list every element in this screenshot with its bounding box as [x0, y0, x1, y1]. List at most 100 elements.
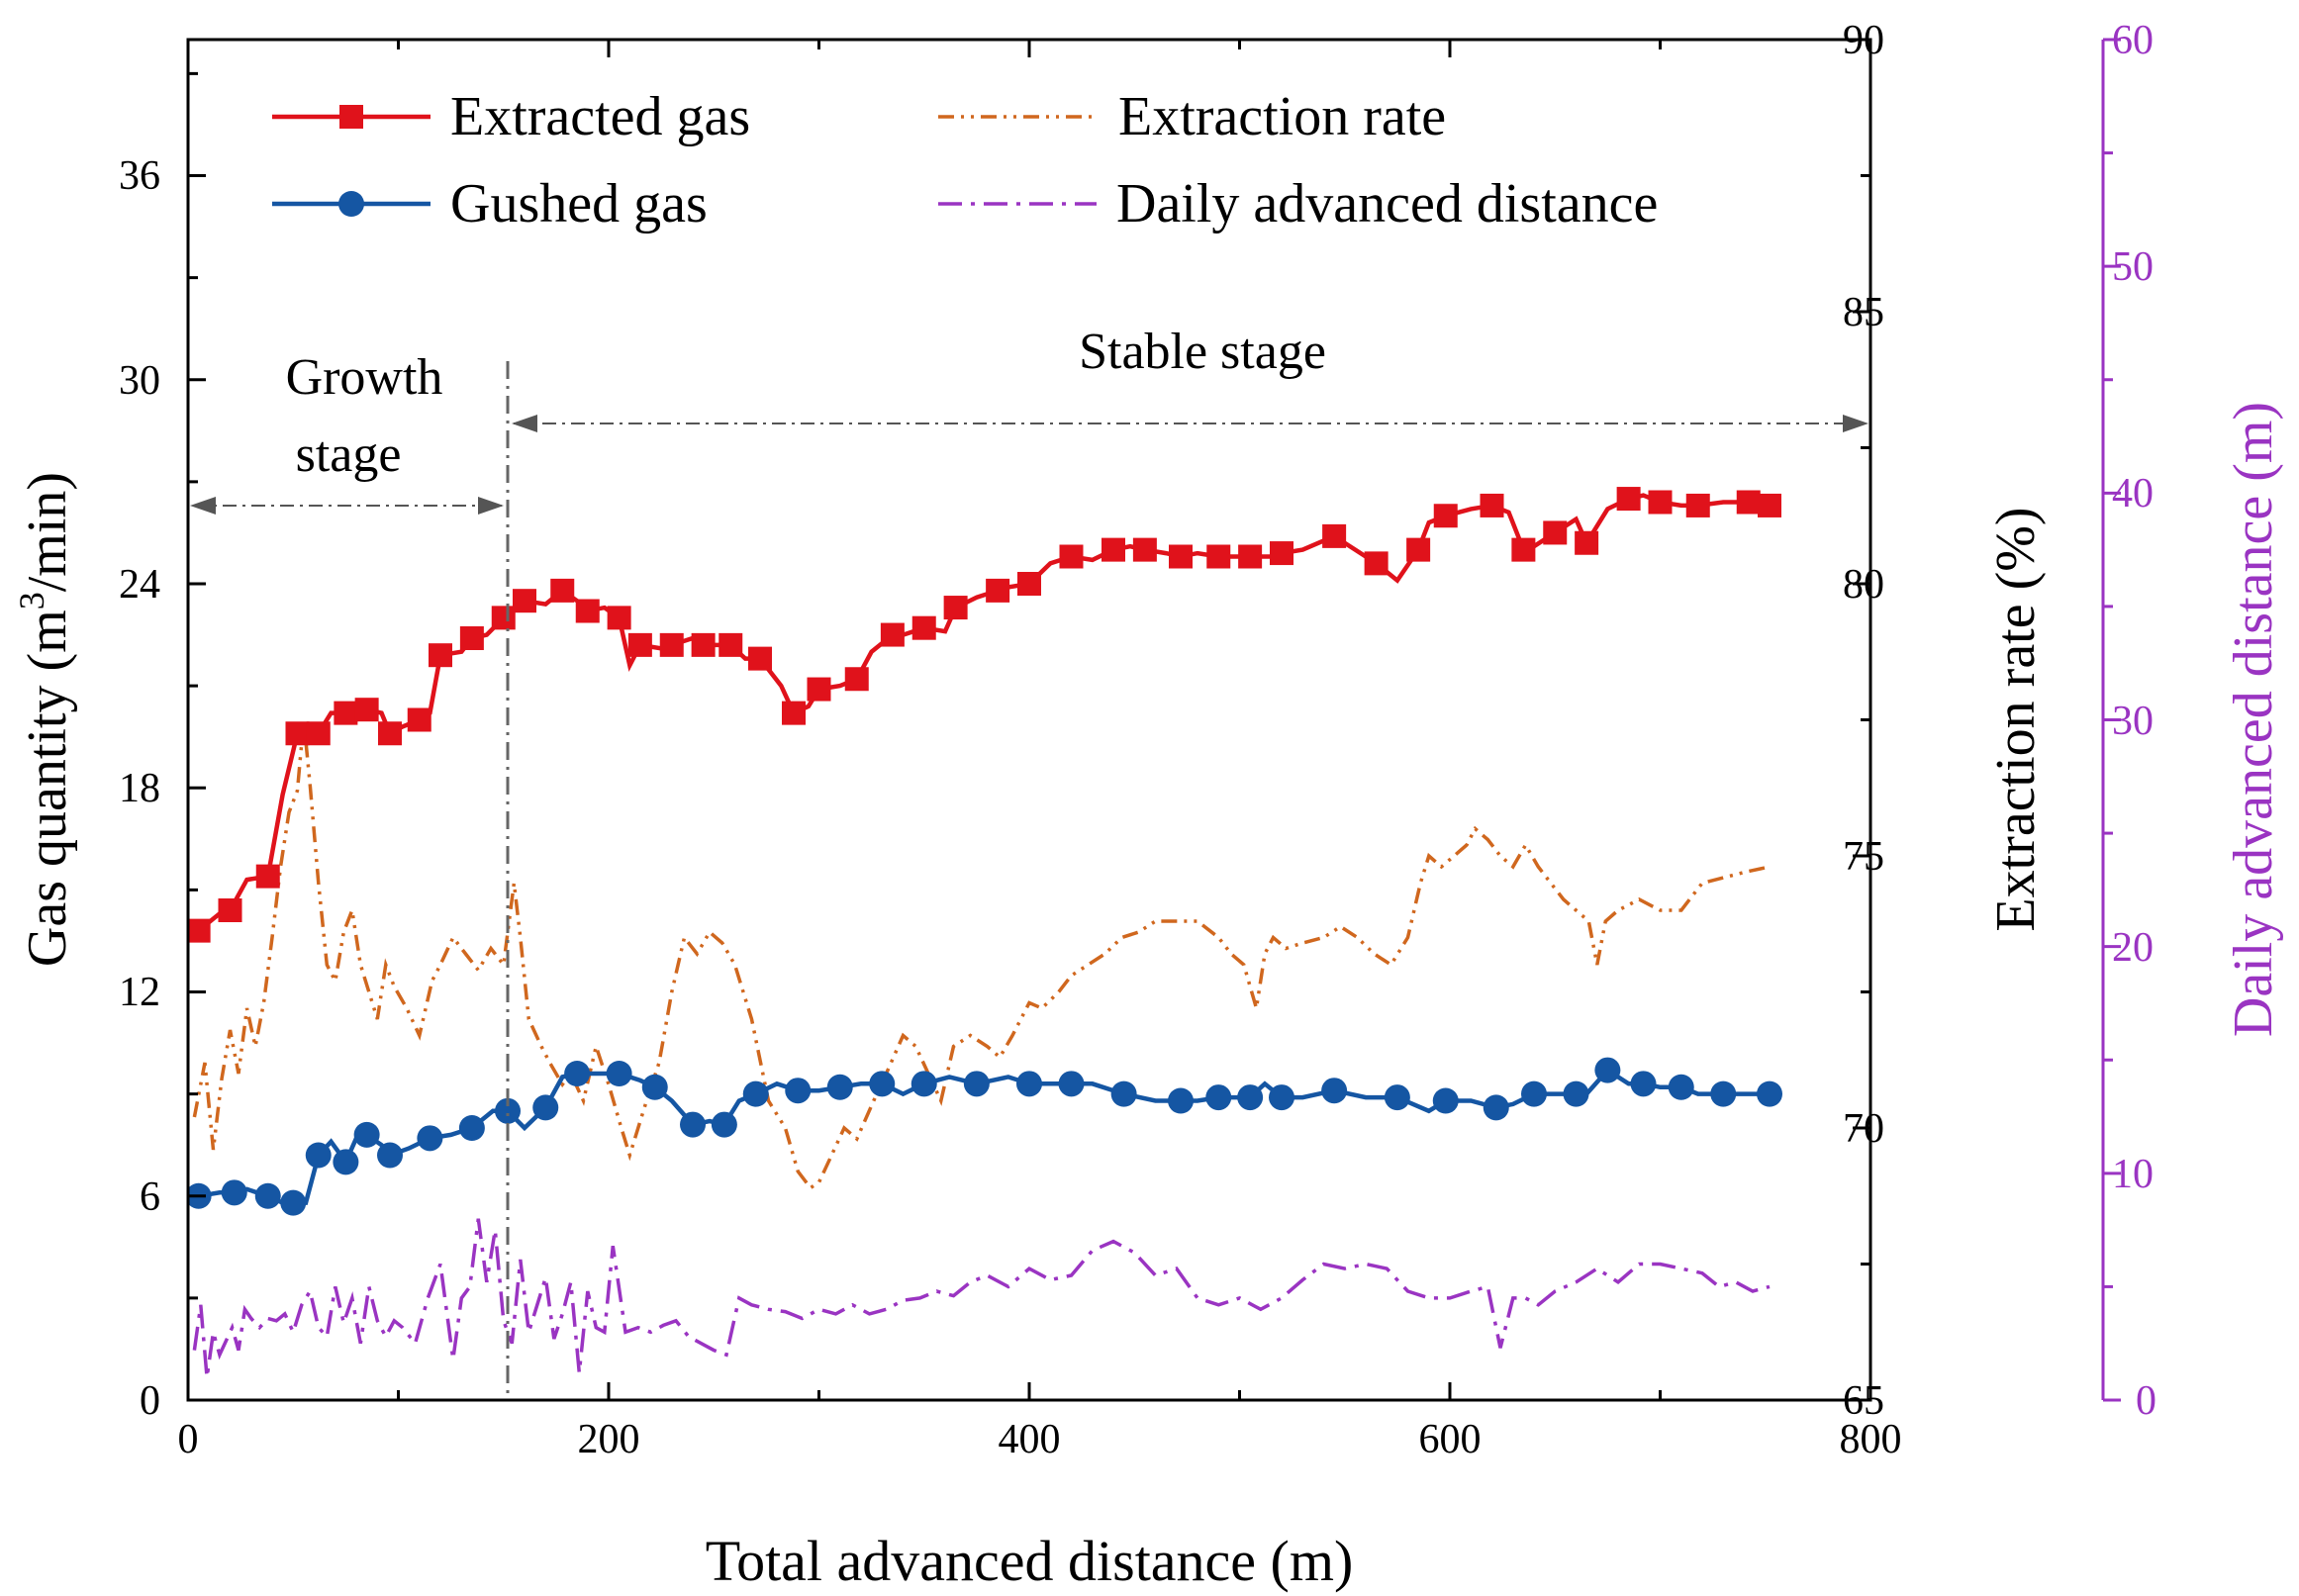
extracted-gas-point [575, 599, 600, 623]
gushed-gas-point [417, 1125, 443, 1152]
extracted-gas-point [513, 589, 536, 613]
y3-tick-label: 50 [2112, 244, 2154, 290]
extracted-gas-point [407, 707, 431, 732]
extracted-gas-point [718, 632, 743, 657]
daily-advanced-distance-line [192, 1218, 1771, 1378]
extracted-gas-point [782, 701, 806, 725]
extraction-rate-line [192, 719, 1771, 1190]
y-axis-title-main: Gas quantity (m [17, 610, 78, 967]
y3-tick-label: 20 [2112, 925, 2154, 971]
legend-gushed-marker [338, 191, 364, 217]
extracted-gas-point [627, 632, 652, 657]
x-tick-label: 400 [999, 1417, 1061, 1462]
legend: Extracted gas Extraction rate Gushed gas… [272, 86, 1658, 235]
extracted-gas-point [1132, 537, 1157, 562]
y-tick-label: 0 [140, 1378, 160, 1424]
extracted-gas-point [807, 677, 831, 702]
gushed-gas-point [1168, 1087, 1194, 1114]
extracted-gas-point [1059, 544, 1084, 569]
gushed-gas-point [910, 1071, 937, 1097]
extracted-gas-point [306, 721, 331, 746]
extracted-gas-point [1758, 493, 1781, 517]
extracted-gas-point [1169, 544, 1193, 569]
gushed-gas-point [305, 1142, 332, 1169]
gushed-gas-point [1205, 1084, 1232, 1111]
gushed-gas-point [606, 1061, 632, 1086]
gushed-gas-point [333, 1149, 359, 1175]
extracted-gas-point [1206, 544, 1231, 569]
gushed-gas-point [532, 1094, 559, 1121]
extracted-gas-point [1480, 493, 1504, 517]
gushed-gas-point [1058, 1071, 1085, 1097]
gushed-gas-point [280, 1189, 307, 1216]
legend-extracted-label: Extracted gas [450, 86, 750, 147]
legend-extracted-marker [339, 105, 363, 129]
gushed-gas-point [1432, 1087, 1459, 1114]
gushed-gas-point [826, 1074, 853, 1100]
y-axis-title-sup: 3 [12, 592, 51, 610]
gushed-gas-markers [188, 1057, 1782, 1216]
extracted-gas-point [911, 615, 936, 640]
extracted-gas-point [1322, 523, 1347, 548]
growth-stage-label-line2: stage [296, 426, 402, 483]
gushed-gas-point [641, 1074, 668, 1100]
y3-tick-label: 0 [2136, 1378, 2156, 1424]
y2-tick-labels: 65 70 75 80 85 90 [1843, 18, 1884, 1424]
growth-arrow-head-right [478, 497, 504, 515]
extracted-gas-point [429, 643, 452, 668]
gushed-gas-point [1384, 1084, 1410, 1111]
extracted-gas-point [218, 898, 242, 922]
x-tick-label: 800 [1840, 1417, 1902, 1462]
extracted-gas-point [1511, 537, 1536, 562]
gushed-gas-point [1630, 1071, 1657, 1097]
extracted-gas-point [491, 606, 516, 630]
extracted-gas-point [659, 632, 684, 657]
gushed-gas-point [1237, 1084, 1264, 1111]
extracted-gas-point [607, 606, 631, 630]
gushed-gas-point [353, 1121, 380, 1148]
legend-item-daily: Daily advanced distance [938, 173, 1658, 235]
y3-tick-labels: 0 10 20 30 40 50 60 [2112, 18, 2156, 1424]
gushed-gas-point [1757, 1080, 1782, 1107]
y2-tick-label: 70 [1843, 1106, 1884, 1152]
gushed-gas-point [254, 1182, 281, 1209]
extracted-gas-point [1685, 493, 1710, 517]
extracted-gas-point [550, 578, 575, 603]
legend-daily-label: Daily advanced distance [1116, 173, 1658, 235]
y-axis-title: Gas quantity (m3/min) [12, 472, 78, 967]
stable-stage-label: Stable stage [1079, 324, 1326, 380]
legend-rate-label: Extraction rate [1118, 86, 1446, 147]
gushed-gas-point [1521, 1080, 1547, 1107]
gushed-gas-point [458, 1115, 485, 1141]
gushed-gas-point [1110, 1080, 1137, 1107]
y-tick-label: 18 [119, 766, 160, 811]
extracted-gas-point [354, 698, 379, 722]
extracted-gas-point [1736, 490, 1761, 515]
y2-tick-label: 75 [1843, 834, 1884, 880]
gushed-gas-point [785, 1078, 812, 1104]
gushed-gas-point [564, 1061, 591, 1086]
extracted-gas-point [459, 626, 484, 650]
stage-annotations: Growth stage Stable stage [190, 324, 1868, 1400]
extracted-gas-point [1364, 551, 1389, 576]
y2-tick-label: 65 [1843, 1378, 1884, 1424]
y2-tick-label: 90 [1843, 18, 1884, 63]
y3-axis-title: Daily advanced distance (m) [2223, 402, 2284, 1037]
gushed-gas-point [711, 1111, 737, 1138]
y2-tick-label: 80 [1843, 562, 1884, 608]
gushed-gas-point [869, 1071, 896, 1097]
y2-axis-title: Extraction rate (%) [1985, 507, 2047, 931]
gushed-gas-point [1269, 1084, 1294, 1111]
extracted-gas-point [1543, 520, 1568, 545]
gushed-gas-point [1016, 1071, 1042, 1097]
legend-item-extracted: Extracted gas [272, 86, 750, 147]
y-tick-label: 36 [119, 153, 160, 199]
gushed-gas-point [495, 1097, 521, 1124]
extracted-gas-point [691, 632, 716, 657]
gushed-gas-point [1594, 1057, 1621, 1083]
extracted-gas-point [748, 646, 772, 671]
gushed-gas-point [1563, 1080, 1589, 1107]
series-layer [188, 487, 1782, 1378]
